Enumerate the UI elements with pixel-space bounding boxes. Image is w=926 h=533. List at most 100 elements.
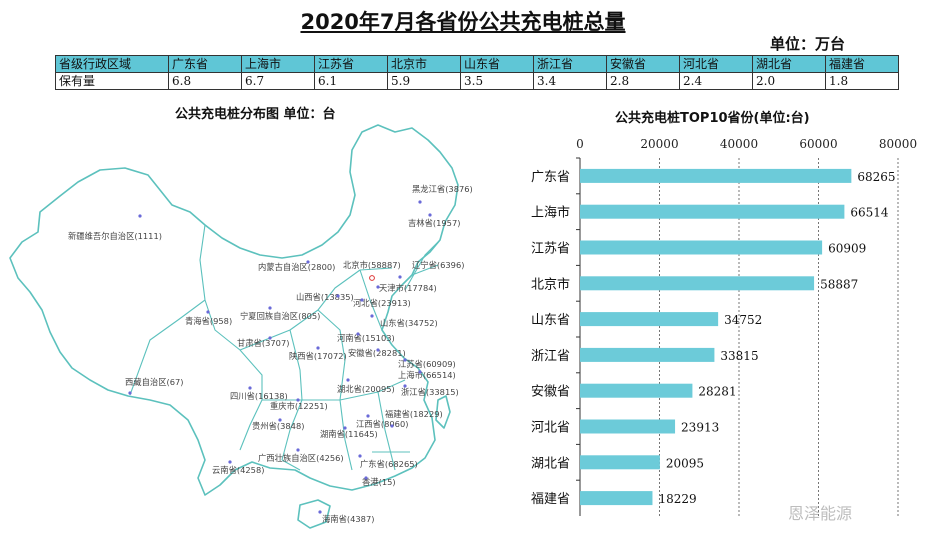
map-marker	[268, 306, 272, 310]
bar	[580, 240, 823, 255]
map-marker	[248, 386, 252, 390]
category-label: 上海市	[531, 205, 570, 221]
map-marker	[316, 346, 320, 350]
map-border-taiwan	[435, 395, 451, 429]
bar	[580, 168, 852, 183]
map-label: 上海市(66514)	[398, 370, 456, 380]
category-label: 福建省	[531, 492, 570, 507]
map-marker	[403, 384, 407, 388]
map-label: 浙江省(33815)	[401, 387, 459, 397]
map-label: 广西壮族自治区(4256)	[258, 453, 344, 463]
bar	[580, 455, 660, 470]
map-marker	[366, 414, 370, 418]
map-marker	[128, 391, 132, 395]
map-marker	[343, 426, 347, 430]
map-label: 广东省(68265)	[360, 459, 418, 469]
bar	[580, 491, 653, 506]
table-value-cell: 6.8	[168, 72, 242, 90]
x-tick-label: 0	[576, 137, 584, 151]
map-label: 西藏自治区(67)	[125, 377, 184, 387]
bar-value-label: 23913	[681, 421, 719, 435]
map-marker	[336, 294, 340, 298]
map-label: 青海省(958)	[185, 316, 232, 326]
table-header-cell: 福建省	[825, 55, 899, 73]
map-label: 辽宁省(6396)	[412, 260, 464, 270]
bar	[580, 276, 815, 291]
bar-value-label: 58887	[820, 277, 858, 291]
page-title: 2020年7月各省份公共充电桩总量	[300, 10, 626, 34]
map-border-hainan	[297, 499, 331, 529]
category-label: 安徽省	[531, 385, 570, 400]
map-marker	[138, 214, 142, 218]
map-marker	[278, 418, 282, 422]
map-marker	[398, 275, 402, 279]
bar-value-label: 20095	[666, 456, 704, 470]
map-marker	[206, 310, 210, 314]
category-label: 江苏省	[531, 241, 570, 257]
map-border-outer	[9, 124, 459, 496]
bar-value-label: 34752	[724, 313, 762, 327]
bar-value-label: 18229	[658, 492, 696, 506]
map-outline	[9, 124, 459, 529]
map-marker	[356, 332, 360, 336]
map-label: 江苏省(60909)	[398, 359, 456, 369]
x-tick-label: 80000	[879, 137, 917, 151]
unit-label: 单位：万台	[770, 35, 846, 53]
map-marker	[296, 398, 300, 402]
map-label: 江西省(8060)	[356, 419, 408, 429]
map-border-internal	[129, 224, 441, 471]
map-label: 北京市(58887)	[343, 260, 401, 270]
bar	[580, 383, 693, 398]
map-marker	[268, 336, 272, 340]
province-table: 省级行政区域 广东省 上海市 江苏省 北京市 山东省 浙江省 安徽省 河北省 湖…	[55, 55, 899, 90]
map-label: 山东省(34752)	[380, 318, 438, 328]
map-label: 云南省(4258)	[212, 465, 264, 475]
map-label: 宁夏回族自治区(805)	[240, 311, 320, 321]
map-title: 公共充电桩分布图 单位：台	[175, 107, 336, 122]
map-marker	[360, 298, 364, 302]
map-marker	[418, 200, 422, 204]
map-label: 湖南省(11645)	[320, 429, 378, 439]
table-header-cell: 安徽省	[606, 55, 680, 73]
table-row-label: 保有量	[55, 72, 169, 90]
map-label: 四川省(16138)	[230, 391, 288, 401]
bar-value-label: 33815	[720, 349, 758, 363]
map-marker	[403, 358, 407, 362]
map-marker	[364, 476, 368, 480]
table-value-cell: 2.4	[679, 72, 753, 90]
map-label: 吉林省(1957)	[408, 218, 460, 228]
map-marker	[370, 314, 374, 318]
map-marker	[376, 348, 380, 352]
table-value-cell: 2.8	[606, 72, 680, 90]
x-tick-label: 20000	[640, 137, 678, 151]
bar-value-label: 66514	[850, 206, 889, 220]
bar	[580, 347, 715, 362]
map-label: 新疆维吾尔自治区(1111)	[68, 231, 162, 241]
table-header-row: 省级行政区域 广东省 上海市 江苏省 北京市 山东省 浙江省 安徽省 河北省 湖…	[55, 55, 899, 73]
category-label: 河北省	[531, 421, 570, 436]
map-label: 海南省(4387)	[322, 514, 374, 524]
table-header-label: 省级行政区域	[55, 55, 169, 73]
category-label: 广东省	[531, 170, 570, 185]
table-header-cell: 上海市	[241, 55, 315, 73]
map-label: 内蒙古自治区(2800)	[258, 262, 335, 272]
map-label: 贵州省(3848)	[252, 421, 304, 431]
bar	[580, 204, 845, 219]
map-label: 河北省(23913)	[353, 298, 411, 308]
bar	[580, 312, 719, 327]
table-value-row: 保有量 6.8 6.7 6.1 5.9 3.5 3.4 2.8 2.4 2.0 …	[55, 72, 899, 90]
bar	[580, 419, 676, 434]
x-tick-label: 40000	[720, 137, 758, 151]
map-label: 河南省(15103)	[337, 333, 395, 343]
map-marker	[376, 285, 380, 289]
map-label: 陕西省(17072)	[289, 351, 347, 361]
watermark-text: 恩泽能源	[788, 504, 853, 523]
table-value-cell: 2.0	[752, 72, 826, 90]
map-label: 黑龙江省(3876)	[412, 184, 473, 194]
map-marker	[306, 260, 310, 264]
map-marker	[228, 460, 232, 464]
category-label: 湖北省	[531, 456, 570, 471]
map-marker	[428, 213, 432, 217]
map-label: 安徽省(28281)	[348, 348, 406, 358]
